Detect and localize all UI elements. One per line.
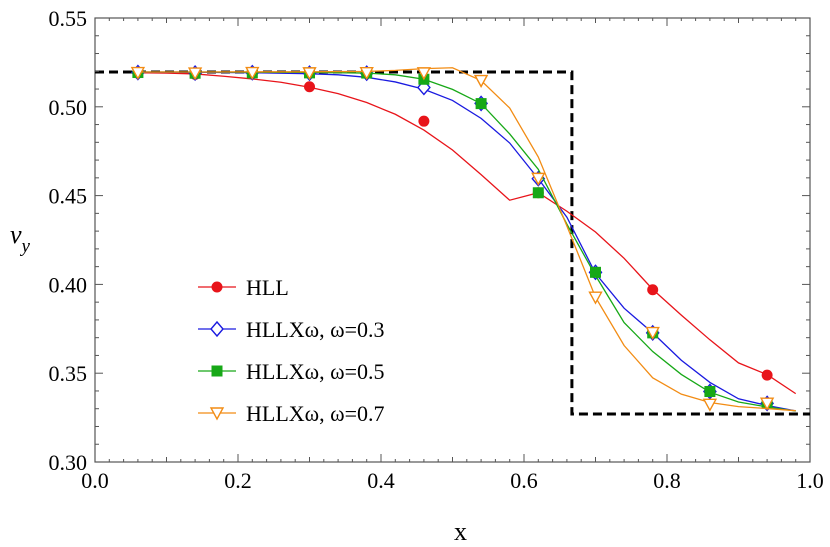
legend-entry-0: HLL <box>198 275 289 300</box>
y-tick-label: 0.45 <box>49 184 88 209</box>
y-tick-label: 0.50 <box>49 95 88 120</box>
data-point <box>761 369 773 381</box>
data-point <box>416 67 432 81</box>
series-line <box>137 71 796 412</box>
y-axis-label: vy <box>10 220 31 257</box>
series-line <box>137 71 796 412</box>
legend-label: HLLXω, ω=0.3 <box>246 317 385 342</box>
legend-entry-1: HLLXω, ω=0.3 <box>198 317 385 342</box>
data-point <box>187 67 203 81</box>
data-point <box>245 66 260 80</box>
plot-frame <box>94 17 811 463</box>
data-point <box>359 67 374 81</box>
axes-layer: 0.0 0.2 0.4 0.6 0.8 1.0 0.30 0.35 0.40 0.45 0.50 0.… <box>10 6 824 546</box>
data-point <box>475 98 487 110</box>
y-tick-label: 0.40 <box>49 272 88 297</box>
series-line <box>137 72 797 395</box>
legend-label: HLLXω, ω=0.5 <box>246 359 385 384</box>
x-tick-label: 1.0 <box>796 468 824 493</box>
data-point <box>588 291 603 305</box>
legend-marker <box>211 365 223 377</box>
legend-marker <box>211 281 223 293</box>
legend-entry-3: HLLXω, ω=0.7 <box>198 401 385 426</box>
legend-entry-2: HLLXω, ω=0.5 <box>198 359 385 384</box>
data-point <box>130 66 146 80</box>
exact-solution-line <box>95 70 810 416</box>
y-tick-label: 0.35 <box>49 361 88 386</box>
data-point <box>304 81 315 93</box>
data-point <box>645 326 660 340</box>
y-tick-label: 0.30 <box>49 450 88 475</box>
legend: HLL HLLXω, ω=0.3 HLLXω, ω=0.5 HLLXω, ω=0.7 <box>198 275 385 426</box>
data-point <box>531 172 546 186</box>
x-axis-label: x <box>454 517 467 546</box>
series-2 <box>132 67 796 412</box>
data-point <box>418 115 430 127</box>
data-point <box>473 74 489 88</box>
data-point <box>759 397 775 411</box>
y-axis-label-subscript: y <box>20 236 31 257</box>
legend-marker <box>209 407 225 421</box>
data-point <box>302 67 317 81</box>
legend-label: HLLXω, ω=0.7 <box>246 401 385 426</box>
data-point <box>704 385 716 397</box>
x-tick-label: 0.2 <box>224 468 252 493</box>
series-layer <box>95 64 810 416</box>
data-point <box>532 187 544 199</box>
x-tick-label: 0.0 <box>81 468 109 493</box>
x-tick-label: 0.4 <box>367 468 395 493</box>
series-0 <box>132 67 797 398</box>
plot-frame-border <box>94 17 811 463</box>
data-point <box>702 398 718 412</box>
series-line <box>137 67 796 412</box>
data-point <box>590 266 601 278</box>
series-3 <box>130 66 796 412</box>
legend-label: HLL <box>246 275 289 300</box>
x-tick-label: 0.8 <box>653 468 681 493</box>
data-point <box>647 284 659 296</box>
y-tick-label: 0.55 <box>49 6 88 31</box>
x-tick-label: 0.6 <box>510 468 538 493</box>
legend-marker <box>210 320 224 338</box>
series-1 <box>130 64 796 412</box>
